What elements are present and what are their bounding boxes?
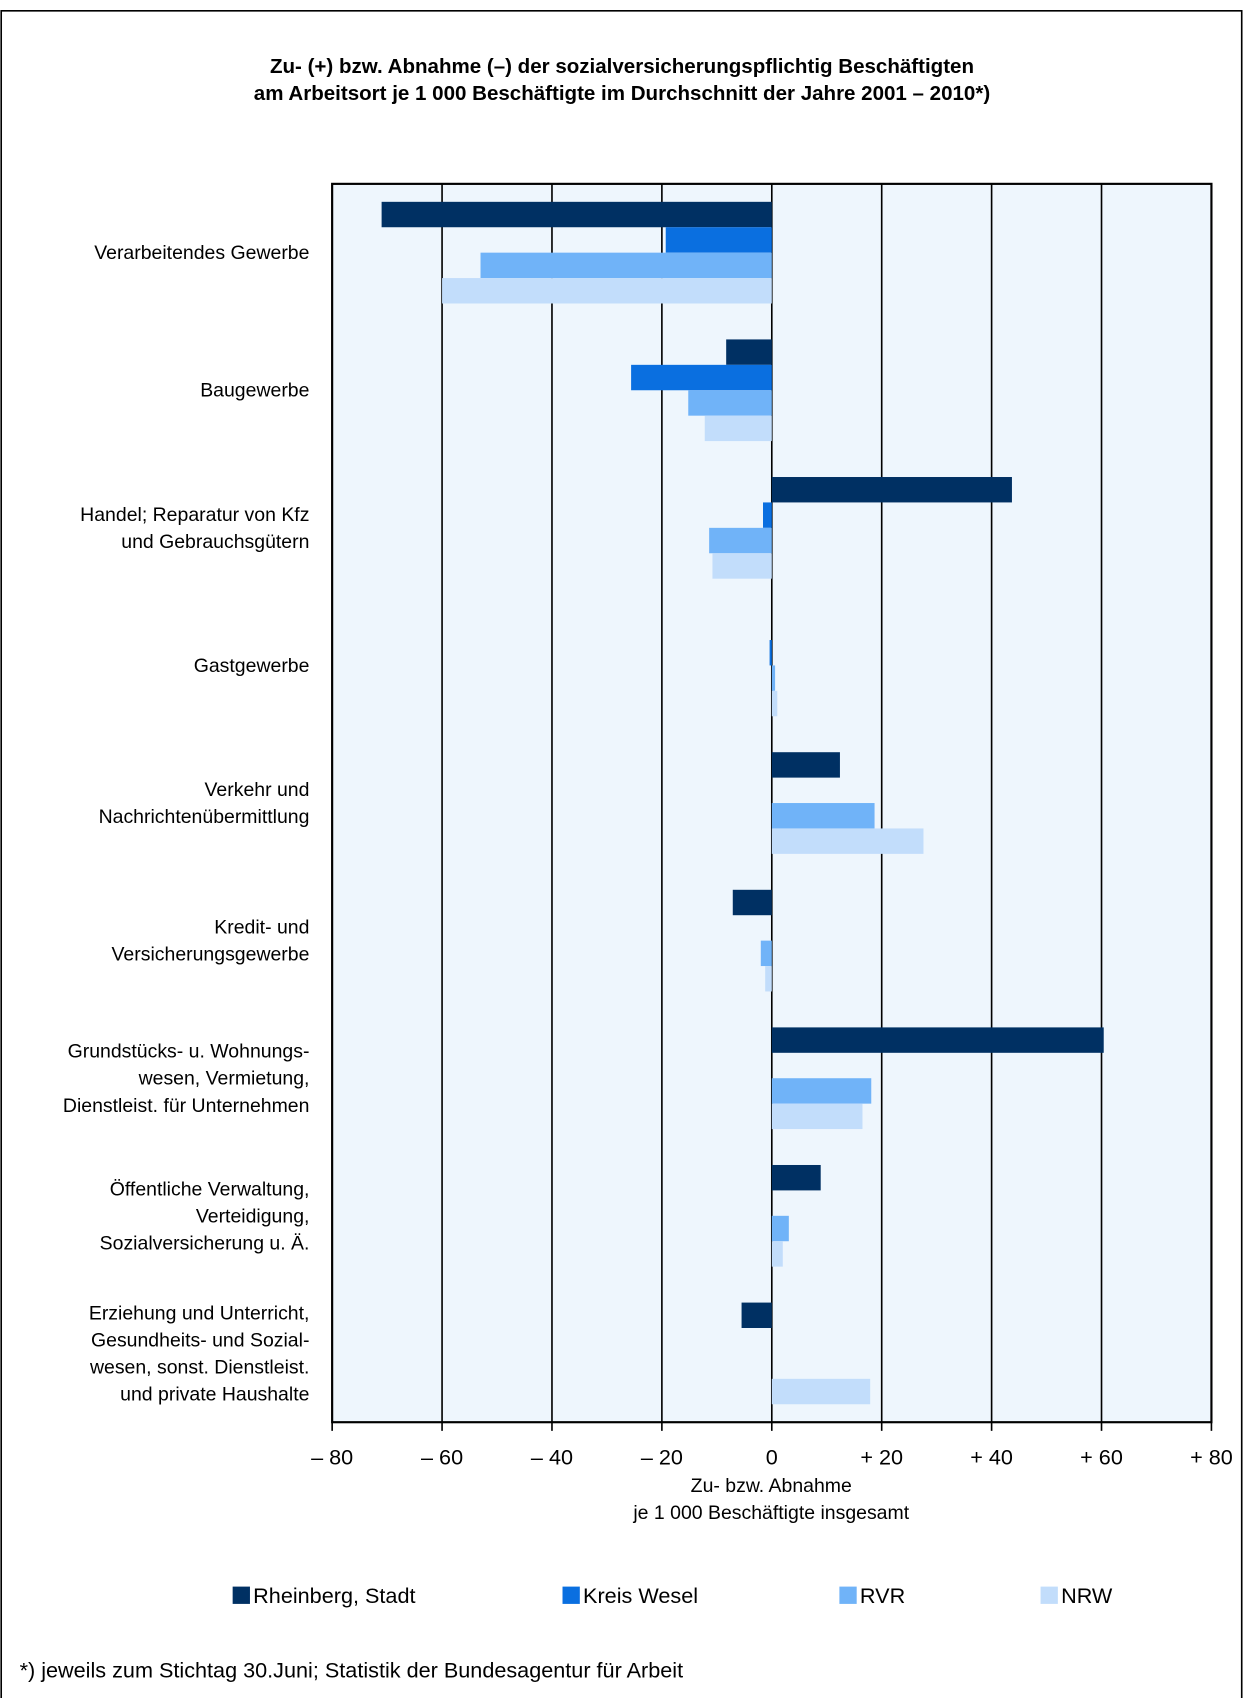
bar — [771, 1164, 821, 1191]
bar — [771, 1215, 789, 1242]
bar — [771, 1378, 871, 1405]
legend-label: RVR — [860, 1583, 905, 1608]
bar — [704, 415, 772, 442]
bar — [771, 1027, 1104, 1053]
footnote: *) jeweils zum Stichtag 30.Juni; Statist… — [20, 1657, 684, 1682]
category-label: Baugewerbe — [200, 380, 309, 402]
bar — [688, 390, 772, 416]
x-tick-label: + 80 — [1190, 1444, 1233, 1469]
x-tick-label: 0 — [766, 1444, 778, 1469]
category-label: Erziehung und Unterricht, Gesundheits- un… — [89, 1302, 310, 1405]
bar — [381, 201, 772, 228]
bar — [771, 1103, 863, 1130]
chart-title: Zu- (+) bzw. Abnahme (–) der sozialversi… — [254, 55, 990, 105]
bar — [771, 477, 1012, 503]
category-label: Öffentliche Verwaltung, Verteidigung, Sozi… — [100, 1178, 310, 1254]
plot-border — [331, 182, 1213, 1424]
category-label: Verkehr und Nachrichtenübermittlung — [99, 779, 310, 828]
bar — [769, 640, 772, 666]
bar — [771, 803, 875, 829]
bar — [762, 502, 772, 528]
legend-label: Rheinberg, Stadt — [253, 1583, 415, 1608]
x-tick-label: – 80 — [311, 1444, 353, 1469]
category-label: Grundstücks- u. Wohnungs-wesen, Vermietu… — [63, 1041, 310, 1117]
legend-swatch — [839, 1586, 857, 1604]
x-tick-label: – 60 — [421, 1444, 463, 1469]
bar — [709, 527, 772, 554]
bar — [771, 1078, 872, 1104]
bar — [765, 966, 772, 992]
category-label: Verarbeitendes Gewerbe — [94, 242, 309, 264]
x-tick-label: + 60 — [1080, 1444, 1123, 1469]
x-tick-label: + 20 — [860, 1444, 903, 1469]
bar — [732, 889, 772, 916]
legend-label: Kreis Wesel — [583, 1583, 698, 1608]
bar — [665, 227, 772, 253]
category-label: Kredit- und Versicherungsgewerbe — [112, 917, 310, 966]
bar — [631, 364, 772, 391]
category-label: Handel; Reparatur von Kfz und Gebrauchsgü… — [80, 504, 309, 553]
legend-label: NRW — [1061, 1583, 1113, 1608]
legend-swatch — [232, 1586, 250, 1604]
category-label: Gastgewerbe — [194, 655, 310, 677]
bar — [712, 553, 772, 579]
bar — [741, 1302, 772, 1328]
x-tick-label: – 40 — [531, 1444, 573, 1469]
bar — [771, 665, 776, 691]
bar — [771, 690, 778, 717]
bar — [771, 752, 840, 778]
legend-swatch — [562, 1586, 580, 1604]
bar — [760, 940, 772, 967]
legend-swatch — [1040, 1586, 1058, 1604]
bar — [480, 252, 772, 279]
bar — [771, 828, 924, 854]
bar — [771, 1241, 783, 1267]
x-axis-title: Zu- bzw. Abnahme je 1 000 Beschäftigte in… — [632, 1475, 909, 1524]
x-tick-label: – 20 — [641, 1444, 683, 1469]
bar — [442, 278, 772, 304]
bar — [726, 339, 772, 365]
x-tick-label: + 40 — [970, 1444, 1013, 1469]
